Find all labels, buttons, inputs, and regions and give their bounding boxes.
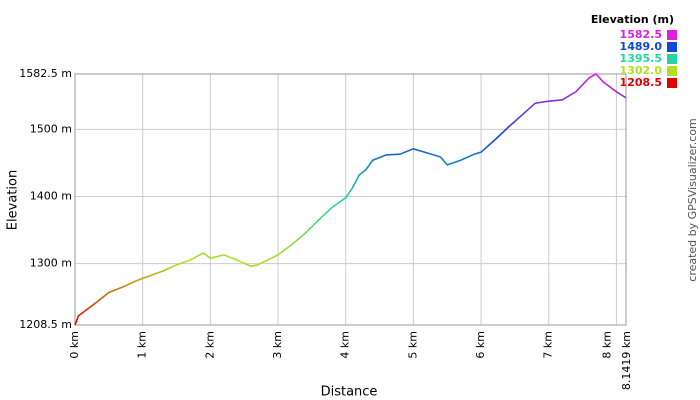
legend-swatch	[667, 66, 677, 76]
x-tick-label: 4 km	[339, 331, 352, 359]
x-tick-label: 7 km	[542, 331, 555, 359]
x-tick-label: 6 km	[474, 331, 487, 359]
x-axis-title: Distance	[321, 385, 378, 400]
x-tick-label: 8 km	[600, 331, 613, 359]
y-tick-label: 1300 m	[30, 257, 72, 270]
y-tick-label: 1500 m	[30, 122, 72, 135]
legend-swatch	[667, 30, 677, 40]
x-tick-label: 2 km	[203, 331, 216, 359]
plot-frame	[74, 73, 627, 326]
y-tick-label: 1582.5 m	[19, 67, 72, 80]
x-tick-label: 3 km	[271, 331, 284, 359]
legend-swatch	[667, 42, 677, 52]
x-tick-label: 0 km	[68, 331, 81, 359]
legend-label: 1208.5	[620, 76, 662, 89]
legend-label: 1395.5	[620, 52, 662, 65]
legend-label: 1302.0	[620, 64, 663, 77]
watermark: created by GPSVisualizer.com	[686, 118, 699, 281]
y-tick-label: 1400 m	[30, 189, 72, 202]
legend-title: Elevation (m)	[591, 13, 674, 26]
x-tick-label: 1 km	[136, 331, 149, 359]
x-tick-label: 8.1419 km	[620, 331, 633, 390]
legend-swatch	[667, 54, 677, 64]
y-axis-title: Elevation	[6, 170, 21, 230]
x-tick-label: 5 km	[406, 331, 419, 359]
elevation-line	[74, 72, 627, 326]
legend-swatch	[667, 78, 677, 88]
legend-label: 1582.5	[620, 28, 662, 41]
y-tick-label: 1208.5 m	[19, 318, 72, 331]
legend-label: 1489.0	[620, 40, 663, 53]
